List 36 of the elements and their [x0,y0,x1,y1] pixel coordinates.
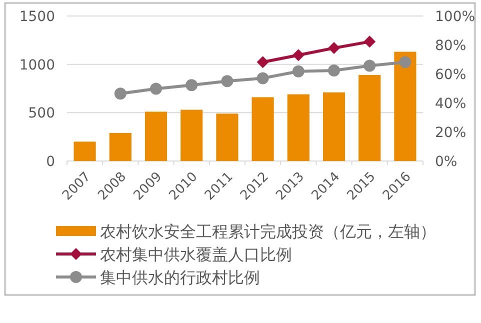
bar [358,74,381,161]
bar [74,142,96,161]
point [150,82,162,95]
bar [144,112,168,161]
y-tick-label: 0 [46,154,55,170]
point [186,79,198,92]
y-tick-label: 1500 [19,9,55,25]
legend-label: 集中供水的行政村比例 [100,268,260,287]
legend-label: 农村饮水安全工程累计完成投资（亿元，左轴） [100,222,436,241]
bar [109,132,132,161]
bar [322,92,346,161]
y-tick-label: 500 [28,106,55,122]
bar [394,52,416,161]
y-tick-label: 1000 [19,57,55,74]
point [221,75,234,88]
bar [252,97,274,161]
point [328,42,340,54]
point [328,64,340,77]
bar [216,114,238,161]
point [256,72,269,84]
point [364,36,376,48]
point [399,56,412,68]
point [256,56,269,68]
legend-label: 农村集中供水覆盖人口比例 [100,245,292,264]
point [292,65,304,78]
bar [180,110,203,161]
bar [287,94,310,161]
point [292,49,304,62]
y2-tick-label: 0% [435,154,458,170]
y2-tick-label: 100% [435,9,476,25]
y2-tick-label: 60% [435,67,466,83]
y2-tick-label: 40% [435,96,466,112]
point [364,60,376,72]
y2-tick-label: 80% [435,38,466,54]
point [114,88,126,100]
y2-tick-label: 20% [435,125,466,141]
